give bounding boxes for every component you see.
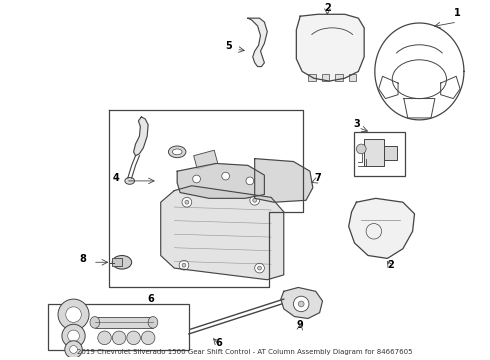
Polygon shape bbox=[177, 163, 265, 198]
Circle shape bbox=[68, 330, 79, 342]
Circle shape bbox=[182, 263, 186, 267]
Ellipse shape bbox=[169, 146, 186, 158]
Ellipse shape bbox=[90, 316, 99, 328]
Bar bbox=[308, 75, 316, 81]
Polygon shape bbox=[255, 159, 313, 202]
Circle shape bbox=[182, 197, 192, 207]
Bar bbox=[321, 75, 329, 81]
Polygon shape bbox=[349, 198, 415, 258]
Circle shape bbox=[298, 301, 304, 307]
Bar bbox=[354, 132, 405, 176]
Text: 1: 1 bbox=[454, 8, 461, 18]
Polygon shape bbox=[161, 186, 284, 280]
Circle shape bbox=[179, 260, 189, 270]
Circle shape bbox=[222, 172, 229, 180]
Circle shape bbox=[246, 177, 254, 185]
Circle shape bbox=[127, 331, 140, 345]
Circle shape bbox=[70, 346, 77, 354]
Polygon shape bbox=[281, 288, 322, 319]
Text: 6: 6 bbox=[147, 294, 154, 304]
Circle shape bbox=[356, 144, 366, 154]
Circle shape bbox=[66, 307, 81, 322]
Circle shape bbox=[141, 331, 155, 345]
Circle shape bbox=[65, 341, 82, 358]
Text: 4: 4 bbox=[113, 173, 120, 183]
Circle shape bbox=[58, 299, 89, 330]
Text: 2019 Chevrolet Silverado 1500 Gear Shift Control - AT Column Assembly Diagram fo: 2019 Chevrolet Silverado 1500 Gear Shift… bbox=[77, 349, 413, 355]
Text: 5: 5 bbox=[225, 41, 232, 51]
Ellipse shape bbox=[148, 316, 158, 328]
Text: 9: 9 bbox=[297, 320, 304, 330]
Bar bbox=[112, 258, 122, 266]
Text: 2: 2 bbox=[324, 3, 331, 13]
Circle shape bbox=[112, 331, 126, 345]
Text: 8: 8 bbox=[80, 254, 87, 264]
Polygon shape bbox=[248, 18, 267, 67]
Circle shape bbox=[294, 296, 309, 312]
Text: 6: 6 bbox=[216, 338, 222, 348]
Polygon shape bbox=[134, 117, 148, 156]
Circle shape bbox=[255, 263, 265, 273]
Bar bbox=[95, 316, 153, 328]
Circle shape bbox=[193, 175, 200, 183]
Polygon shape bbox=[296, 14, 364, 81]
Bar bbox=[349, 75, 356, 81]
Circle shape bbox=[62, 324, 85, 347]
Text: 7: 7 bbox=[314, 173, 321, 183]
Bar bbox=[364, 139, 384, 166]
Circle shape bbox=[185, 200, 189, 204]
Circle shape bbox=[258, 266, 262, 270]
Text: 2: 2 bbox=[387, 260, 393, 270]
Ellipse shape bbox=[112, 256, 132, 269]
Circle shape bbox=[98, 331, 111, 345]
Bar bbox=[194, 150, 218, 169]
Text: 3: 3 bbox=[353, 119, 360, 129]
Ellipse shape bbox=[125, 177, 135, 184]
Circle shape bbox=[250, 195, 260, 205]
Bar bbox=[384, 146, 397, 159]
Bar bbox=[335, 75, 343, 81]
Ellipse shape bbox=[172, 149, 182, 155]
Circle shape bbox=[253, 198, 257, 202]
Bar bbox=[49, 304, 189, 350]
